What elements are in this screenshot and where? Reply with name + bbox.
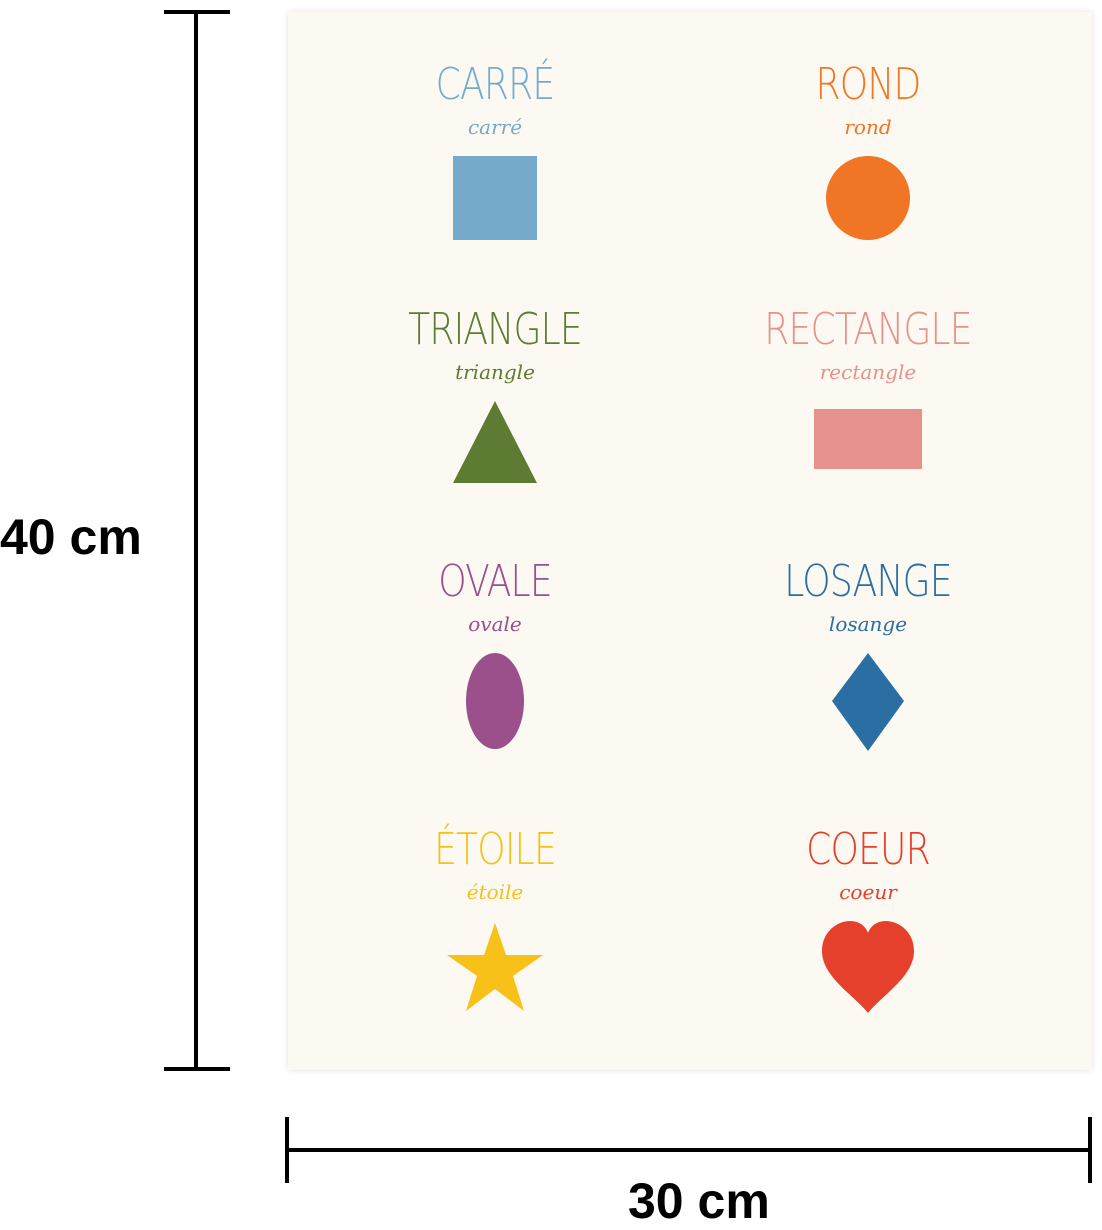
shape-subtitle-cursive: carré xyxy=(467,115,523,139)
square-shape xyxy=(453,156,537,240)
shapes-poster: CARRÉ carré ROND rond TRIANGLE triangle … xyxy=(288,12,1092,1070)
star-shape xyxy=(447,923,543,1011)
shape-subtitle-cursive: ovale xyxy=(468,612,522,636)
shape-card-triangle: TRIANGLE triangle xyxy=(315,305,675,501)
shape-card-star: ÉTOILE étoile xyxy=(315,825,675,1021)
shape-title: RECTANGLE xyxy=(764,304,972,355)
oval-shape xyxy=(466,653,524,749)
shape-subtitle-cursive: triangle xyxy=(455,360,535,384)
height-dimension-line xyxy=(194,11,198,1070)
height-dimension-cap-top xyxy=(164,10,230,14)
shape-subtitle-cursive: étoile xyxy=(466,880,524,904)
diamond-shape xyxy=(832,653,904,751)
shape-subtitle-cursive: rond xyxy=(844,115,892,139)
heart-shape xyxy=(822,921,914,1013)
shape-card-circle: ROND rond xyxy=(688,60,1048,256)
width-dimension-line xyxy=(287,1148,1091,1152)
rectangle-shape xyxy=(814,409,922,469)
shape-card-diamond: LOSANGE losange xyxy=(688,557,1048,753)
height-dimension-cap-bottom xyxy=(164,1067,230,1071)
shape-card-square: CARRÉ carré xyxy=(315,60,675,256)
shape-subtitle-cursive: coeur xyxy=(839,880,897,904)
width-label: 30 cm xyxy=(628,1173,770,1229)
width-dimension-cap-left xyxy=(285,1117,289,1183)
shape-title: COEUR xyxy=(806,824,931,875)
shape-title: ÉTOILE xyxy=(434,824,557,875)
shape-card-oval: OVALE ovale xyxy=(315,557,675,753)
height-label: 40 cm xyxy=(0,509,142,565)
shape-title: CARRÉ xyxy=(435,59,556,110)
shape-title: TRIANGLE xyxy=(408,304,583,355)
circle-shape xyxy=(826,156,910,240)
shape-subtitle-cursive: rectangle xyxy=(819,360,917,384)
shape-title: LOSANGE xyxy=(784,556,952,607)
triangle-shape xyxy=(453,401,537,483)
shape-card-heart: COEUR coeur xyxy=(688,825,1048,1021)
shape-subtitle-cursive: losange xyxy=(828,612,908,636)
shape-title: OVALE xyxy=(438,556,552,607)
shape-card-rectangle: RECTANGLE rectangle xyxy=(688,305,1048,497)
shape-title: ROND xyxy=(815,59,922,110)
width-dimension-cap-right xyxy=(1088,1117,1092,1183)
